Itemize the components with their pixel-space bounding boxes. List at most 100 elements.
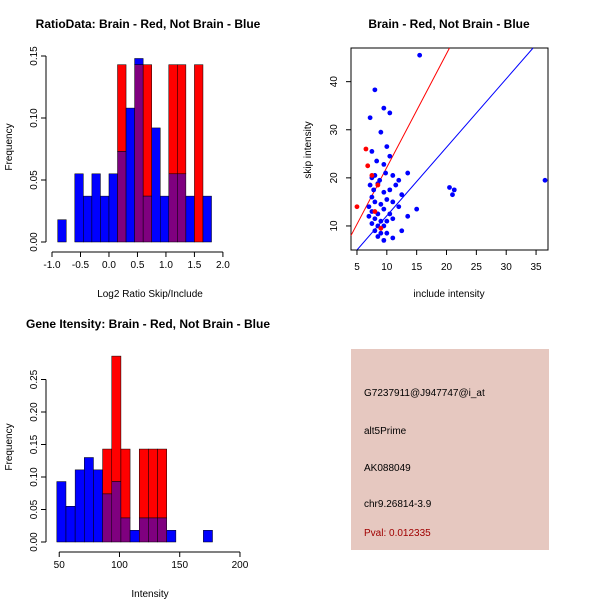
scatter-point-brain <box>378 225 384 231</box>
histogram-bar-brain <box>120 448 131 519</box>
histogram-bar-not-brain <box>134 58 144 65</box>
histogram-bar-overlap <box>134 64 144 243</box>
scatter-point-not-brain <box>384 230 390 236</box>
x-tick-label: 10 <box>381 262 393 273</box>
y-tick-label: 0.10 <box>29 467 40 487</box>
scatter-point-brain <box>375 182 381 188</box>
histogram-bar-not-brain <box>159 195 170 243</box>
y-tick-label: 0.10 <box>29 108 40 128</box>
histogram-bar-overlap <box>177 173 187 243</box>
y-tick-label: 40 <box>329 76 340 88</box>
histogram-bar-not-brain <box>56 481 67 543</box>
scatter-point-not-brain <box>375 234 381 239</box>
histogram-bar-not-brain <box>129 530 140 543</box>
y-tick-label: 0.15 <box>29 46 40 66</box>
histogram-bar-overlap <box>157 517 167 543</box>
histogram-bar-not-brain <box>74 469 85 543</box>
y-tick-label: 0.00 <box>29 532 40 552</box>
scatter-point-not-brain <box>387 110 393 116</box>
y-tick-label: 20 <box>329 172 340 184</box>
scatter-point-not-brain <box>372 216 378 222</box>
histogram-bar-not-brain <box>74 173 84 243</box>
x-tick-label: 0.5 <box>131 260 145 271</box>
scatter-point-brain <box>369 173 375 178</box>
ratio-histogram-xlabel: Log2 Ratio Skip/Include <box>97 289 203 300</box>
scatter-point-not-brain <box>450 192 455 198</box>
scatter-point-not-brain <box>372 228 378 234</box>
histogram-bar-not-brain <box>100 195 110 243</box>
scatter-point-not-brain <box>417 52 423 58</box>
scatter-point-not-brain <box>396 204 402 210</box>
intensity-scatter: Brain - Red, Not Brain - Blue include in… <box>303 17 549 300</box>
histogram-bar-not-brain <box>203 530 213 543</box>
scatter-reference-line-blue <box>356 47 534 251</box>
histogram-bar-not-brain <box>185 195 195 243</box>
gene-histogram-xlabel: Intensity <box>131 589 168 600</box>
scatter-point-not-brain <box>399 192 405 198</box>
scatter-point-not-brain <box>378 129 384 135</box>
scatter-point-not-brain <box>405 170 411 176</box>
scatter-point-not-brain <box>366 204 372 210</box>
scatter-point-not-brain <box>542 177 548 183</box>
histogram-bar-overlap <box>138 517 149 543</box>
scatter-point-not-brain <box>369 194 375 200</box>
histogram-bar-brain <box>117 64 127 152</box>
location-text: chr9.26814-3.9 <box>364 499 432 510</box>
scatter-point-not-brain <box>381 189 387 195</box>
ratio-histogram-ylabel: Frequency <box>4 123 15 170</box>
scatter-title: Brain - Red, Not Brain - Blue <box>368 17 530 31</box>
y-tick-label: 0.25 <box>29 369 40 389</box>
scatter-point-not-brain <box>447 185 452 190</box>
scatter-point-not-brain <box>393 182 399 188</box>
scatter-point-not-brain <box>390 216 396 222</box>
scatter-point-not-brain <box>372 199 378 205</box>
histogram-bar-brain <box>168 64 178 175</box>
scatter-xlabel: include intensity <box>413 289 484 300</box>
y-tick-label: 30 <box>329 124 340 136</box>
histogram-bar-brain <box>157 448 167 519</box>
scatter-point-not-brain <box>384 197 390 202</box>
histogram-bar-brain <box>194 64 204 243</box>
x-tick-label: 100 <box>111 560 128 571</box>
scatter-point-not-brain <box>381 206 387 212</box>
scatter-point-not-brain <box>384 144 390 149</box>
scatter-point-not-brain <box>405 213 411 219</box>
scatter-point-not-brain <box>381 105 387 111</box>
x-tick-label: 2.0 <box>216 260 230 271</box>
histogram-bar-brain <box>142 64 152 197</box>
scatter-point-not-brain <box>390 173 396 178</box>
gene-intensity-histogram: Gene Itensity: Brain - Red, Not Brain - … <box>4 317 270 600</box>
histogram-bar-brain <box>177 64 187 175</box>
y-tick-label: 0.15 <box>29 434 40 454</box>
histogram-bar-brain <box>102 448 113 495</box>
scatter-point-not-brain <box>378 218 384 224</box>
scatter-point-not-brain <box>378 201 384 207</box>
probe-id-text: G7237911@J947747@i_at <box>364 388 485 399</box>
scatter-ylabel: skip intensity <box>303 121 314 178</box>
scatter-point-not-brain <box>387 211 393 217</box>
scatter-point-brain <box>354 204 360 210</box>
scatter-point-not-brain <box>367 182 373 188</box>
x-tick-label: 20 <box>441 262 453 273</box>
scatter-point-not-brain <box>396 177 402 183</box>
scatter-point-brain <box>365 163 371 169</box>
gene-histogram-title: Gene Itensity: Brain - Red, Not Brain - … <box>26 317 270 331</box>
histogram-bar-overlap <box>168 173 178 243</box>
x-tick-label: 30 <box>501 262 513 273</box>
scatter-point-not-brain <box>366 213 372 219</box>
x-tick-label: -0.5 <box>72 260 90 271</box>
histogram-bar-brain <box>111 355 122 482</box>
ratio-histogram: RatioData: Brain - Red, Not Brain - Blue… <box>4 17 261 300</box>
histogram-bar-overlap <box>142 195 152 243</box>
scatter-point-not-brain <box>384 218 390 224</box>
histogram-bar-not-brain <box>65 506 76 543</box>
scatter-point-not-brain <box>374 158 380 164</box>
histogram-bar-not-brain <box>166 530 177 543</box>
histogram-bar-not-brain <box>202 195 212 243</box>
x-tick-label: -1.0 <box>43 260 61 271</box>
scatter-point-not-brain <box>387 187 393 193</box>
y-tick-label: 10 <box>329 220 340 232</box>
y-tick-label: 0.05 <box>29 170 40 190</box>
scatter-point-not-brain <box>381 237 387 243</box>
